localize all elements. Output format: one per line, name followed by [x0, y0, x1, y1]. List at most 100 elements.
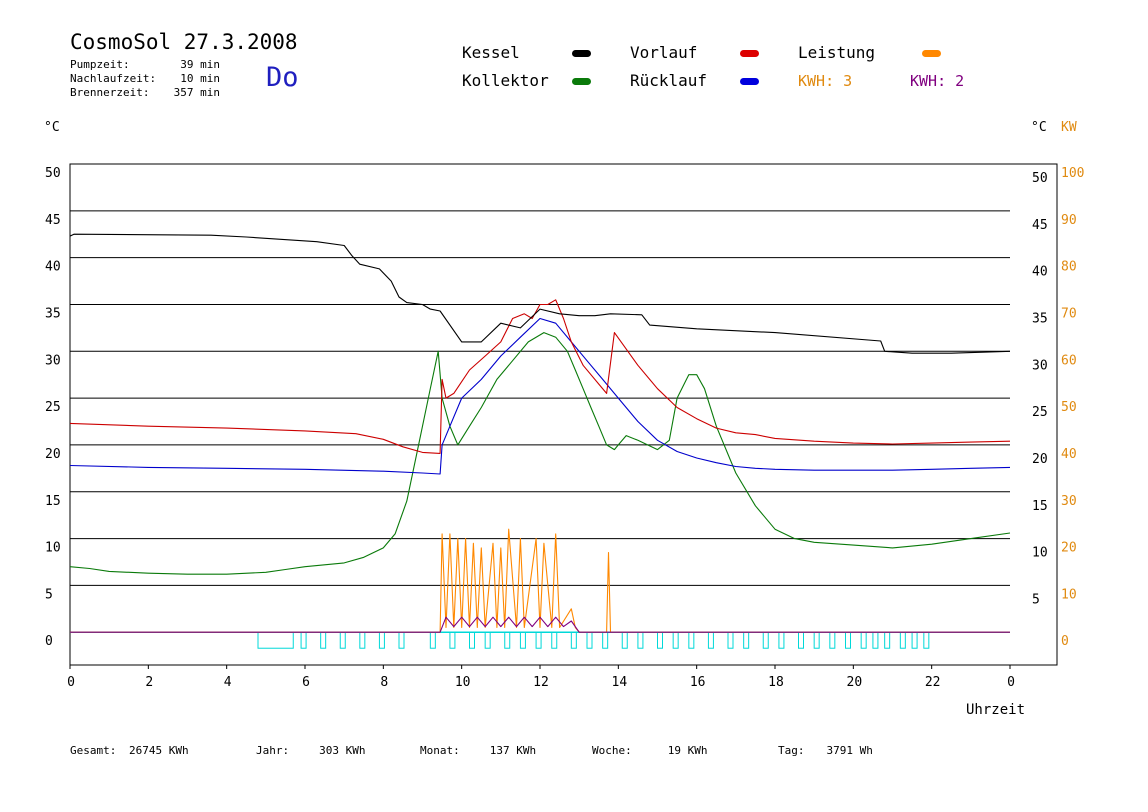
info-nachlaufzeit: Nachlaufzeit: 10 min	[70, 72, 220, 85]
y-tick-label-kw: 50	[1061, 400, 1077, 415]
y-tick-label-left: 25	[45, 400, 61, 415]
y-tick-label-right: 40	[1032, 265, 1048, 280]
pump-cycle	[860, 631, 867, 649]
pump-cycle	[551, 631, 558, 649]
y-tick-label-kw: 10	[1061, 587, 1077, 602]
pump-cycle	[469, 631, 475, 649]
footer-gesamt: Gesamt: 26745 KWh	[70, 744, 189, 757]
footer-label: Gesamt:	[70, 744, 117, 757]
footer-value: 137 KWh	[489, 744, 537, 757]
pump-cycle	[484, 631, 491, 649]
x-tick-label: 8	[380, 675, 388, 690]
y-tick-label-kw: 80	[1061, 260, 1077, 275]
y-tick-label-left: 40	[45, 260, 61, 275]
pump-cycle	[829, 631, 836, 649]
pump-cycle	[602, 631, 609, 649]
x-tick-label: 0	[1007, 675, 1015, 690]
y-tick-label-kw: 60	[1061, 353, 1077, 368]
pump-cycles	[70, 631, 1010, 649]
pump-cycle	[845, 631, 851, 649]
series-lines	[69, 233, 1011, 633]
x-tick-label: 18	[768, 675, 784, 690]
legend-kwh-orange: KWH: 3	[798, 72, 853, 90]
series-line-vorlauf	[69, 299, 1011, 454]
pump-cycle	[504, 631, 511, 649]
y-tick-label-right: 30	[1032, 358, 1048, 373]
pump-cycle	[872, 631, 879, 649]
y-tick-label-left: 10	[45, 541, 61, 556]
y-tick-label-kw: 70	[1061, 306, 1077, 321]
legend-ruecklauf: Rücklauf	[630, 71, 708, 90]
footer-monat: Monat: 137 KWh	[420, 744, 536, 757]
y-tick-label-kw: 30	[1061, 494, 1077, 509]
y-tick-label-kw: 20	[1061, 541, 1077, 556]
pump-cycle	[743, 631, 750, 649]
x-tick-label: 4	[224, 675, 232, 690]
legend-vorlauf-swatch	[740, 50, 759, 57]
footer-label: Tag:	[778, 744, 805, 757]
pump-cycle	[778, 631, 785, 649]
pump-cycle	[378, 631, 385, 649]
series-line-kwh-2	[70, 616, 1010, 633]
pump-cycle	[398, 631, 405, 649]
pump-cycle	[884, 631, 891, 649]
pump-cycle	[707, 631, 714, 649]
pump-cycle	[320, 631, 327, 649]
footer-value: 26745 KWh	[128, 744, 189, 757]
x-tick-label: 22	[925, 675, 941, 690]
legend-leistung-swatch	[922, 50, 941, 57]
y-tick-label-right: 10	[1032, 546, 1048, 561]
pump-cycle	[727, 631, 734, 649]
series-line-leistung	[70, 528, 1010, 633]
info-pumpzeit: Pumpzeit: 39 min	[70, 58, 220, 71]
y-tick-label-left: 20	[45, 447, 61, 462]
pump-cycle	[637, 631, 644, 649]
pump-cycle	[621, 631, 628, 649]
x-tick-label: 0	[67, 675, 75, 690]
legend-kessel-swatch	[572, 50, 591, 57]
footer-value: 3791 Wh	[826, 744, 873, 757]
pump-cycle	[535, 631, 542, 649]
y-tick-label-right: 5	[1032, 592, 1040, 607]
info-value: 10 min	[180, 72, 220, 85]
legend-kessel: Kessel	[462, 43, 520, 62]
footer-label: Jahr:	[256, 744, 290, 757]
pump-cycle	[586, 631, 593, 649]
pump-cycle	[911, 631, 918, 649]
legend-kwh-purple: KWH: 2	[910, 72, 965, 90]
x-axis-label: Uhrzeit	[966, 702, 1025, 718]
y-tick-label-left: 15	[45, 494, 61, 509]
y-axis-label-right: °C	[1031, 120, 1047, 135]
info-label: Nachlaufzeit:	[70, 72, 157, 85]
pump-cycle	[257, 631, 294, 649]
info-label: Pumpzeit:	[70, 58, 130, 71]
y-tick-label-left: 0	[45, 634, 53, 649]
y-tick-label-left: 50	[45, 166, 61, 181]
footer-woche: Woche: 19 KWh	[592, 744, 708, 757]
legend-ruecklauf-swatch	[740, 78, 759, 85]
legend-leistung: Leistung	[798, 43, 876, 62]
x-tick-label: 10	[455, 675, 471, 690]
pump-cycle	[813, 631, 820, 649]
y-axis-label-left: °C	[44, 120, 60, 135]
pump-cycle	[429, 631, 436, 649]
info-brennerzeit: Brennerzeit: 357 min	[70, 86, 220, 99]
grid	[69, 163, 1058, 666]
pump-cycle	[300, 631, 307, 649]
y-axis-label-kw: KW	[1061, 120, 1077, 135]
x-tick-label: 20	[847, 675, 863, 690]
y-tick-label-kw: 40	[1061, 447, 1077, 462]
legend-kollektor-swatch	[572, 78, 591, 85]
pump-cycle	[923, 631, 930, 649]
plot-frame	[69, 163, 1058, 666]
footer-tag: Tag: 3791 Wh	[778, 744, 873, 757]
info-value: 39 min	[180, 58, 220, 71]
pump-cycle	[688, 631, 695, 649]
series-line-kollektor	[69, 332, 1011, 575]
footer-label: Monat:	[420, 744, 460, 757]
footer-label: Woche:	[592, 744, 632, 757]
y-tick-label-right: 20	[1032, 452, 1048, 467]
footer-jahr: Jahr: 303 KWh	[256, 744, 365, 757]
pump-cycle	[899, 631, 906, 649]
